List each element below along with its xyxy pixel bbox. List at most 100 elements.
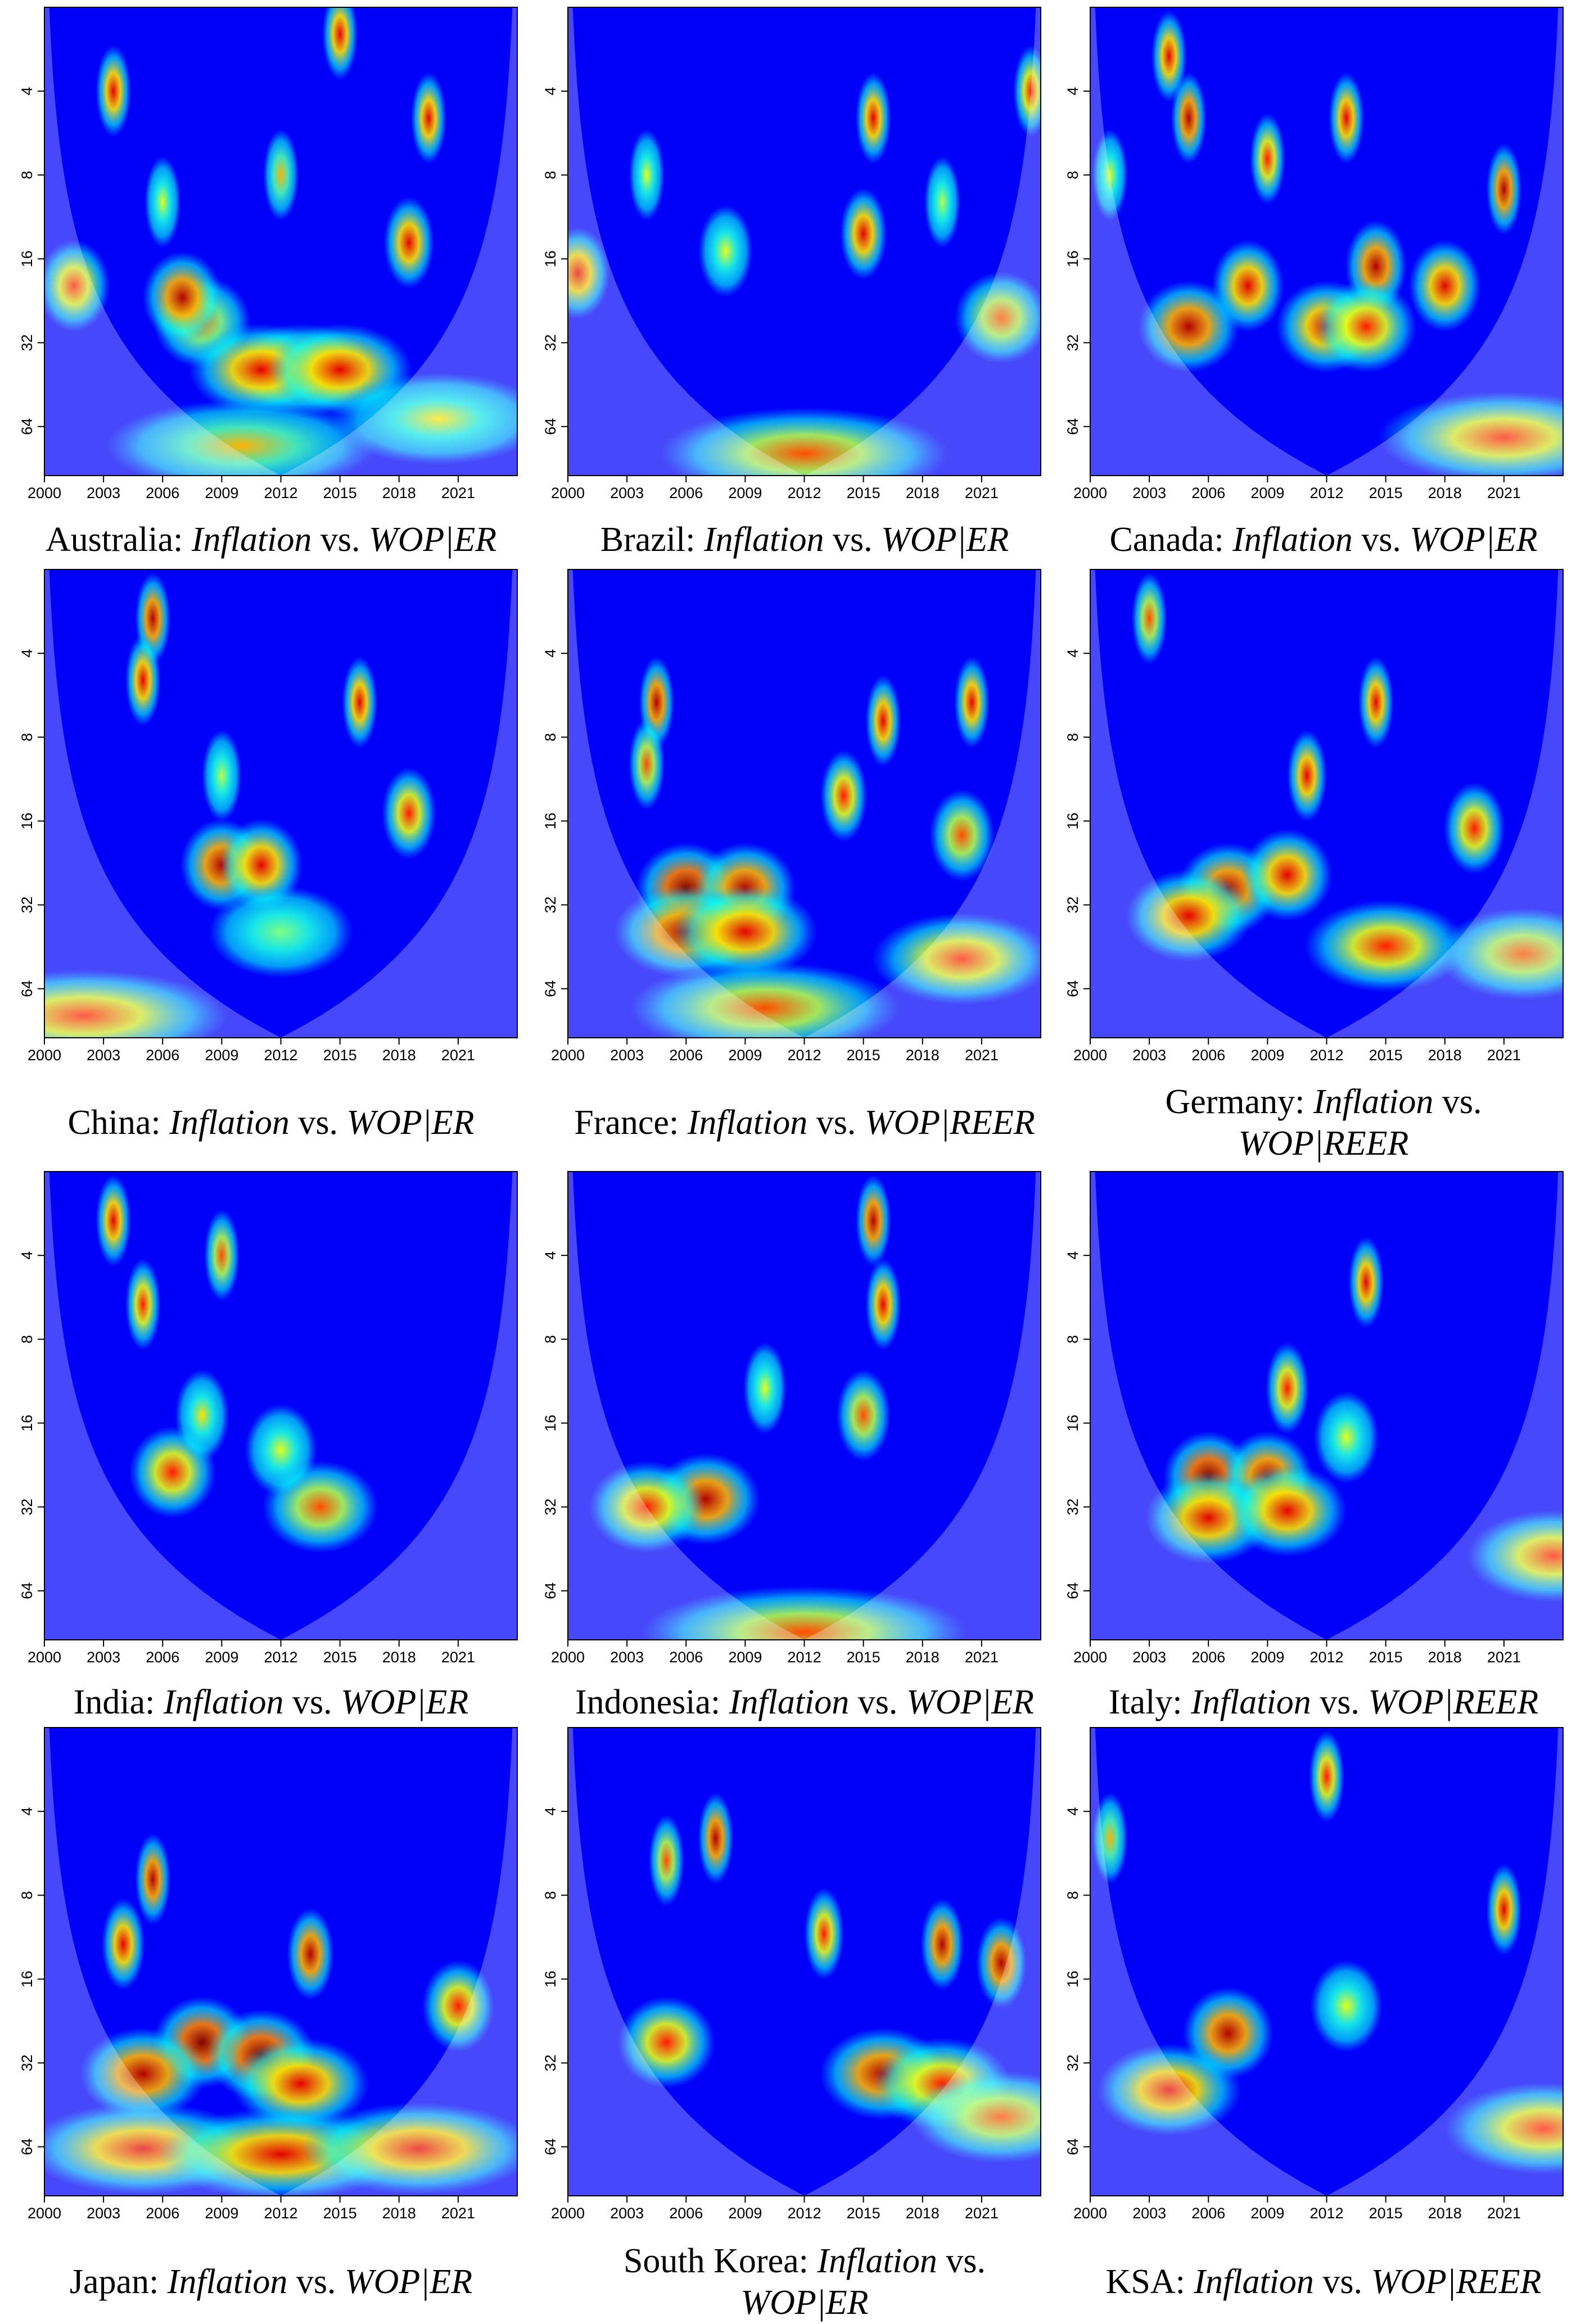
x-tick-label: 2015: [847, 1649, 880, 1666]
x-tick-label: 2012: [264, 1649, 297, 1666]
plot-area: [44, 569, 517, 1038]
x-tick-label: 2015: [323, 2205, 357, 2222]
panel-caption: Canada: Inflation vs. WOP|ER: [1076, 498, 1571, 582]
x-tick-label: 2015: [1369, 485, 1403, 501]
coherence-region: [660, 407, 949, 476]
coherence-region: [629, 718, 665, 811]
caption-variable: Inflation: [687, 1104, 808, 1142]
x-tick-label: 2006: [1191, 1047, 1225, 1064]
caption-country: South Korea:: [623, 2242, 809, 2280]
caption-variable: Inflation: [191, 521, 312, 559]
plot-area: [44, 1728, 517, 2196]
coherence-region: [287, 1907, 334, 2000]
coherence-region: [1310, 1960, 1383, 2052]
y-tick-label: 64: [19, 418, 35, 435]
y-tick-label: 16: [19, 1414, 35, 1431]
coherence-region: [1348, 1236, 1384, 1329]
x-tick-label: 2012: [1309, 1649, 1343, 1666]
y-tick-label: 4: [1064, 1807, 1081, 1816]
coherence-region: [1249, 112, 1285, 205]
y-tick-label: 32: [542, 1499, 559, 1516]
plot-area: [1090, 7, 1563, 476]
x-tick-label: 2015: [847, 2205, 880, 2222]
coherence-region: [175, 1369, 229, 1462]
plot-area: [1090, 569, 1563, 1038]
x-tick-label: 2009: [205, 1649, 238, 1666]
x-tick-label: 2012: [787, 2205, 821, 2222]
x-tick-label: 2006: [669, 485, 703, 501]
coherence-region: [330, 372, 517, 465]
coherence-region: [1408, 239, 1481, 332]
x-tick-label: 2009: [205, 1047, 238, 1064]
caption-pair: WOP|ER: [906, 1683, 1035, 1721]
x-tick-label: 2018: [906, 1649, 940, 1666]
panel-caption: Japan: Inflation vs. WOP|ER: [24, 2240, 518, 2324]
caption-pair: WOP|REER: [1368, 1683, 1539, 1721]
x-tick-label: 2015: [847, 485, 880, 501]
coherence-region: [1308, 1730, 1345, 1823]
x-tick-label: 2000: [1073, 1649, 1107, 1666]
y-tick-label: 64: [542, 980, 559, 997]
plot-background: [568, 1172, 1041, 1640]
caption-pair: WOP|REER: [864, 1104, 1035, 1142]
coherence-region: [617, 1996, 715, 2089]
panel-caption: Indonesia: Inflation vs. WOP|ER: [557, 1660, 1052, 1744]
panel-caption: France: Inflation vs. WOP|REER: [557, 1080, 1052, 1165]
x-tick-label: 2003: [610, 1649, 644, 1666]
coherence-region: [204, 1209, 240, 1302]
coherence-region: [924, 156, 960, 248]
x-tick-label: 2018: [906, 485, 940, 501]
x-tick-label: 2012: [264, 2205, 297, 2222]
x-tick-label: 2015: [1369, 2205, 1403, 2222]
coherence-region: [96, 45, 132, 138]
cone-of-influence: [568, 1172, 1041, 1640]
y-tick-label: 64: [542, 1583, 559, 1599]
y-tick-label: 32: [19, 897, 35, 914]
x-tick-label: 2000: [1073, 485, 1107, 501]
x-tick-label: 2003: [1132, 1649, 1166, 1666]
plot-area: [568, 7, 1041, 476]
y-tick-label: 8: [19, 1335, 35, 1344]
y-tick-label: 32: [1064, 2055, 1081, 2072]
coherence-region: [929, 789, 995, 881]
y-tick-label: 8: [1064, 1335, 1081, 1344]
cone-of-influence: [1090, 569, 1563, 1038]
caption-country: India:: [73, 1683, 155, 1721]
x-tick-label: 2018: [1428, 1649, 1462, 1666]
caption-country: Germany:: [1165, 1083, 1305, 1121]
y-tick-label: 4: [19, 1251, 35, 1260]
y-tick-label: 4: [542, 1807, 559, 1816]
coherence-region: [1151, 10, 1187, 103]
y-tick-label: 4: [1064, 649, 1081, 658]
caption-variable: Inflation: [817, 2242, 937, 2280]
caption-country: Canada:: [1109, 521, 1224, 559]
cone-of-influence: [1090, 1728, 1563, 2196]
caption-pair: WOP|ER: [369, 521, 497, 559]
caption-variable: Inflation: [1194, 2263, 1314, 2301]
x-tick-label: 2006: [1191, 1649, 1225, 1666]
coherence-region: [1013, 45, 1041, 138]
caption-vs: vs.: [292, 1683, 332, 1721]
caption-pair: WOP|ER: [881, 521, 1009, 559]
coherence-region: [804, 1887, 844, 1980]
coherence-region: [589, 1461, 705, 1553]
x-tick-label: 2009: [1250, 1649, 1284, 1666]
coherence-region: [1313, 1391, 1379, 1484]
caption-pair: WOP|REER: [1371, 2263, 1542, 2301]
y-tick-label: 16: [542, 812, 559, 829]
coherence-region: [79, 2027, 206, 2120]
coherence-region: [865, 675, 901, 767]
coherence-region: [106, 399, 377, 476]
x-tick-label: 2018: [382, 1047, 416, 1064]
y-tick-label: 8: [1064, 1891, 1081, 1900]
y-tick-label: 16: [1064, 812, 1081, 829]
caption-pair: WOP|ER: [345, 2263, 473, 2301]
x-tick-label: 2012: [787, 1047, 821, 1064]
coherence-region: [96, 1174, 132, 1267]
plot-background: [568, 7, 1041, 476]
coherence-region: [820, 749, 868, 842]
coherence-region: [1171, 72, 1207, 165]
y-tick-label: 8: [1064, 733, 1081, 741]
x-tick-label: 2012: [1309, 2205, 1343, 2222]
